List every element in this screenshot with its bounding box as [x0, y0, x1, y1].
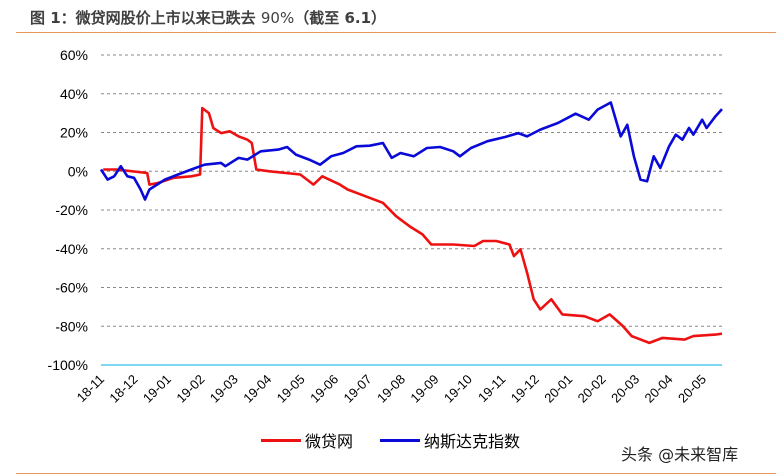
y-tick-label: -100% [48, 357, 88, 373]
y-tick-label: -20% [55, 202, 88, 218]
x-tick-label: 19-04 [240, 372, 274, 406]
x-tick-label: 19-11 [475, 372, 508, 405]
x-tick-label: 19-06 [307, 372, 341, 406]
bottom-divider [16, 473, 776, 474]
legend-swatch-blue [380, 438, 420, 442]
legend-swatch-red [261, 438, 301, 442]
series-line-weidai [103, 106, 723, 345]
series-line-nasdaq [99, 101, 723, 201]
x-tick-label: 19-12 [508, 372, 542, 406]
legend-label: 纳斯达克指数 [424, 432, 521, 451]
x-tick-label: 19-05 [274, 372, 308, 406]
title-text: 图 1：微贷网股价上市以来已跌去 [30, 9, 261, 27]
title-divider [16, 32, 776, 33]
y-tick-label: 40% [60, 86, 88, 102]
y-tick-label: 0% [68, 163, 88, 179]
x-tick-label: 20-04 [642, 372, 676, 406]
x-tick-label: 19-01 [140, 372, 174, 406]
title-date-note: （截至 6.1） [294, 9, 387, 27]
x-tick-label: 19-02 [173, 372, 207, 406]
x-tick-label: 19-10 [441, 372, 475, 406]
x-tick-label: 18-12 [106, 372, 140, 406]
legend-label: 微贷网 [305, 432, 354, 451]
y-tick-label: 20% [60, 125, 88, 141]
x-tick-label: 20-01 [541, 372, 575, 406]
y-tick-label: -40% [55, 241, 88, 257]
y-tick-label: -80% [55, 318, 88, 334]
title-percent: 90% [260, 9, 295, 27]
x-tick-label: 19-03 [207, 372, 241, 406]
x-tick-label: 20-05 [675, 372, 709, 406]
legend-item-nasdaq: 纳斯达克指数 [380, 428, 520, 452]
x-tick-label: 20-03 [608, 372, 642, 406]
y-tick-label: 60% [60, 47, 88, 63]
y-tick-label: -60% [55, 280, 88, 296]
x-tick-label: 20-02 [575, 372, 609, 406]
x-tick-label: 19-08 [374, 372, 408, 406]
watermark: 头条 @未来智库 [621, 445, 739, 464]
legend-item-weidai: 微贷网 [261, 428, 353, 452]
chart-title: 图 1：微贷网股价上市以来已跌去 90%（截至 6.1） [30, 7, 386, 28]
x-tick-label: 18-11 [74, 372, 107, 405]
x-tick-label: 19-09 [407, 372, 441, 406]
x-tick-label: 19-07 [341, 372, 375, 406]
